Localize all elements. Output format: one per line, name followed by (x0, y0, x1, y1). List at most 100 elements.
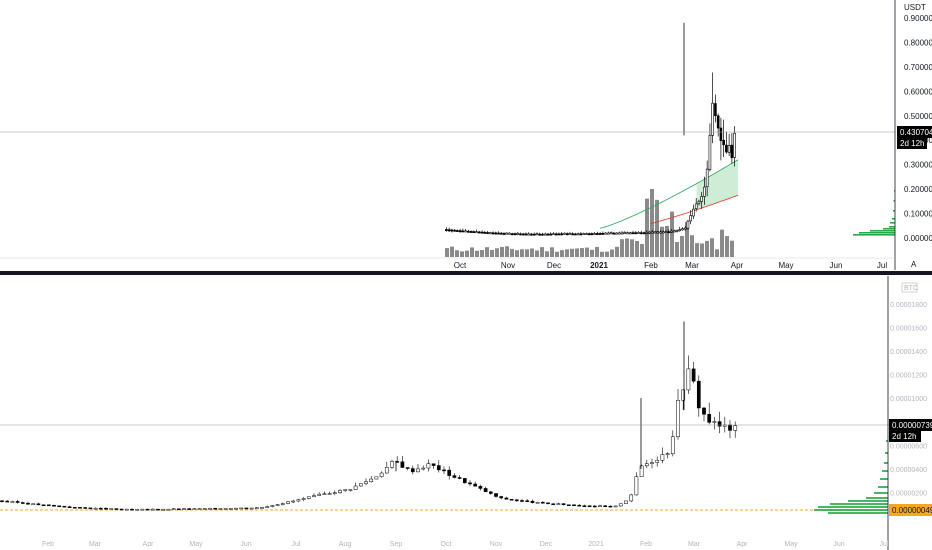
usdt-volume-bar (720, 229, 724, 257)
usdt-candle-body (708, 135, 712, 170)
usdt-time-tick-label: Oct (454, 261, 467, 270)
btc-candle-body (561, 503, 566, 505)
btc-candle-body (556, 503, 561, 505)
usdt-candle-body (486, 232, 489, 234)
usdt-profile-bar (853, 234, 895, 236)
btc-candle-body (473, 483, 478, 487)
usdt-candle-body (664, 231, 668, 234)
btc-candle-body (93, 507, 98, 510)
btc-profile-bar (814, 509, 888, 511)
btc-candle-body (582, 505, 587, 507)
usdt-candle-body (714, 103, 717, 116)
btc-time-tick-label: Mar (688, 541, 701, 548)
btc-unit-box (901, 282, 918, 293)
btc-candle-body (161, 509, 166, 511)
usdt-candle-body (461, 230, 465, 233)
usdt-volume-bar (560, 250, 564, 257)
usdt-candle-body (620, 232, 624, 235)
btc-candle-body (416, 468, 420, 473)
btc-profile-bar (848, 500, 888, 502)
btc-candle-body (317, 493, 322, 496)
btc-candle-body (358, 483, 363, 487)
usdt-volume-bar (490, 249, 494, 257)
btc-candle-body (400, 461, 405, 468)
btc-price-axis[interactable]: BTC 0.00001800 0.00001600 0.00001400 0.0000… (887, 276, 932, 550)
usdt-candle-body (650, 231, 654, 234)
btc-time-tick-label: Feb (640, 541, 652, 548)
btc-time-axis[interactable]: Feb Mar Apr May Jun Jul Aug Sep Oct Nov Dec 2021 Feb… (42, 541, 889, 548)
usdt-candle-body (445, 229, 448, 231)
usdt-candle-body (560, 233, 563, 236)
usdt-candle-body (538, 233, 542, 236)
btc-time-tick-label: Jul (880, 541, 889, 548)
btc-time-tick-label: Mar (89, 541, 102, 548)
btc-candle-body (384, 467, 389, 474)
btc-candle-body (660, 454, 665, 461)
btc-candle-body (31, 503, 36, 506)
usdt-volume-bar (595, 246, 599, 257)
btc-candle-body (702, 407, 706, 415)
usdt-volume-bar (455, 250, 459, 257)
usdt-candle-body (549, 233, 552, 236)
usdt-candle-body (483, 231, 487, 234)
auto-scale-button[interactable]: A (911, 260, 917, 269)
usdt-time-tick-label: Dec (547, 261, 561, 270)
usdt-volume-bar (705, 240, 709, 257)
btc-time-tick-label: Sep (390, 541, 403, 548)
usdt-profile-bar (893, 200, 895, 202)
btc-candle-body (202, 508, 207, 510)
usdt-candle-body (675, 230, 679, 232)
btc-candle-body (618, 503, 623, 507)
usdt-candle-body (527, 233, 531, 236)
usdt-price-panel[interactable] (0, 22, 895, 257)
usdt-candle-body (697, 200, 701, 205)
usdt-candle-body (497, 232, 500, 235)
pane-separator[interactable] (0, 271, 932, 275)
usdt-candle-body (648, 231, 651, 234)
btc-time-tick-label: Dec (540, 541, 553, 548)
usdt-candle-body (642, 232, 646, 235)
btc-time-tick-label: Nov (490, 541, 503, 548)
btc-candle-body (410, 468, 415, 473)
btc-candle-body (150, 508, 155, 511)
usdt-volume-bar (480, 250, 484, 257)
usdt-candle-body (703, 186, 706, 197)
usdt-profile-bar (893, 210, 895, 212)
usdt-volume-bar (545, 251, 549, 257)
btc-candle-body (499, 496, 504, 499)
usdt-candle-body (464, 230, 467, 233)
usdt-volume-bar (625, 238, 629, 257)
usdt-candle-body (730, 144, 734, 159)
btc-candle-body (109, 508, 114, 510)
btc-candle-body (78, 507, 82, 509)
usdt-volume-profile (853, 190, 895, 236)
usdt-candles (445, 22, 736, 236)
btc-price-tick-label: 0.00001400 (890, 349, 927, 356)
usdt-candle-body (670, 230, 673, 233)
btc-candle-body (707, 414, 712, 423)
btc-candle-body (447, 469, 452, 476)
usdt-profile-bar (889, 226, 895, 228)
btc-profile-bar (828, 512, 888, 514)
btc-candle-body (218, 508, 223, 510)
btc-price-panel[interactable] (0, 321, 895, 514)
btc-candle-body (280, 503, 285, 505)
usdt-candle-body (637, 232, 640, 234)
btc-time-tick-label: May (189, 541, 203, 548)
btc-candle-body (676, 400, 680, 438)
btc-candle-body (156, 508, 160, 511)
btc-candle-body (686, 368, 691, 391)
btc-candle-body (10, 501, 15, 503)
usdt-volume-bar (445, 248, 449, 257)
usdt-time-axis[interactable]: Oct Nov Dec 2021 Feb Mar Apr May Jun Jul A (0, 257, 917, 270)
btc-price-tick-label: 0.00001800 (890, 302, 927, 309)
btc-profile-bar (878, 486, 888, 488)
usdt-candle-body (711, 102, 714, 136)
btc-candle-body (0, 500, 4, 502)
btc-price-tick-label: 0.00001000 (890, 396, 927, 403)
